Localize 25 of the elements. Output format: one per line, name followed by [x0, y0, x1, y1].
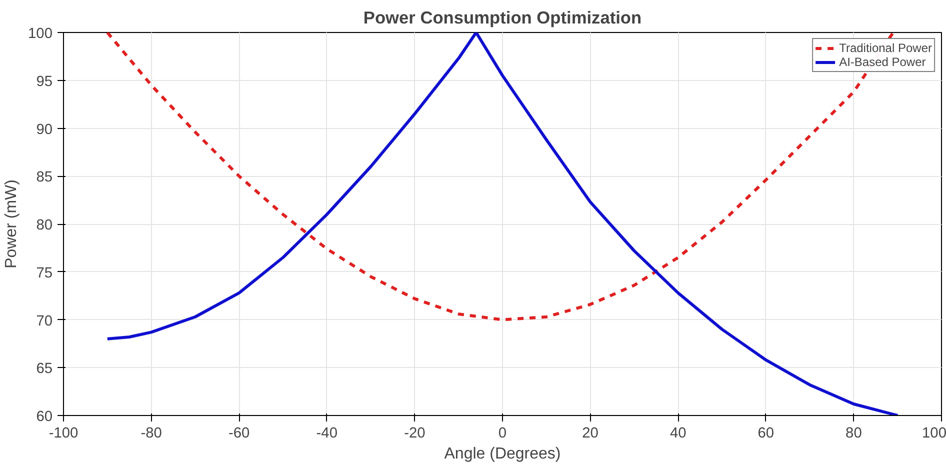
x-tick-label: 20 [582, 426, 598, 442]
x-tick-label: -80 [140, 426, 162, 442]
x-tick-label: -100 [48, 426, 78, 442]
x-axis-title: Angle (Degrees) [444, 446, 561, 462]
y-tick-label: 60 [36, 409, 53, 425]
legend-label: Traditional Power [839, 41, 932, 55]
x-tick-label: 60 [758, 426, 774, 442]
chart-title: Power Consumption Optimization [363, 8, 642, 28]
y-tick-label: 85 [36, 170, 53, 186]
y-tick-label: 65 [36, 361, 53, 378]
x-tick-label: 100 [922, 426, 946, 442]
x-tick-label: -20 [404, 426, 426, 442]
y-axis-title: Power (mW) [3, 180, 20, 268]
y-tick-label: 75 [36, 265, 53, 282]
x-tick-label: 80 [846, 426, 862, 442]
x-tick-label: -40 [316, 426, 338, 442]
y-tick-label: 100 [28, 26, 53, 42]
x-tick-label: -60 [228, 426, 250, 442]
legend-label: AI-Based Power [839, 55, 926, 69]
x-tick-label: 0 [498, 426, 507, 442]
y-tick-label: 95 [36, 74, 53, 90]
y-tick-label: 70 [36, 313, 53, 330]
y-tick-label: 90 [36, 122, 53, 138]
x-tick-label: 40 [670, 426, 686, 442]
y-tick-label: 80 [36, 218, 53, 234]
